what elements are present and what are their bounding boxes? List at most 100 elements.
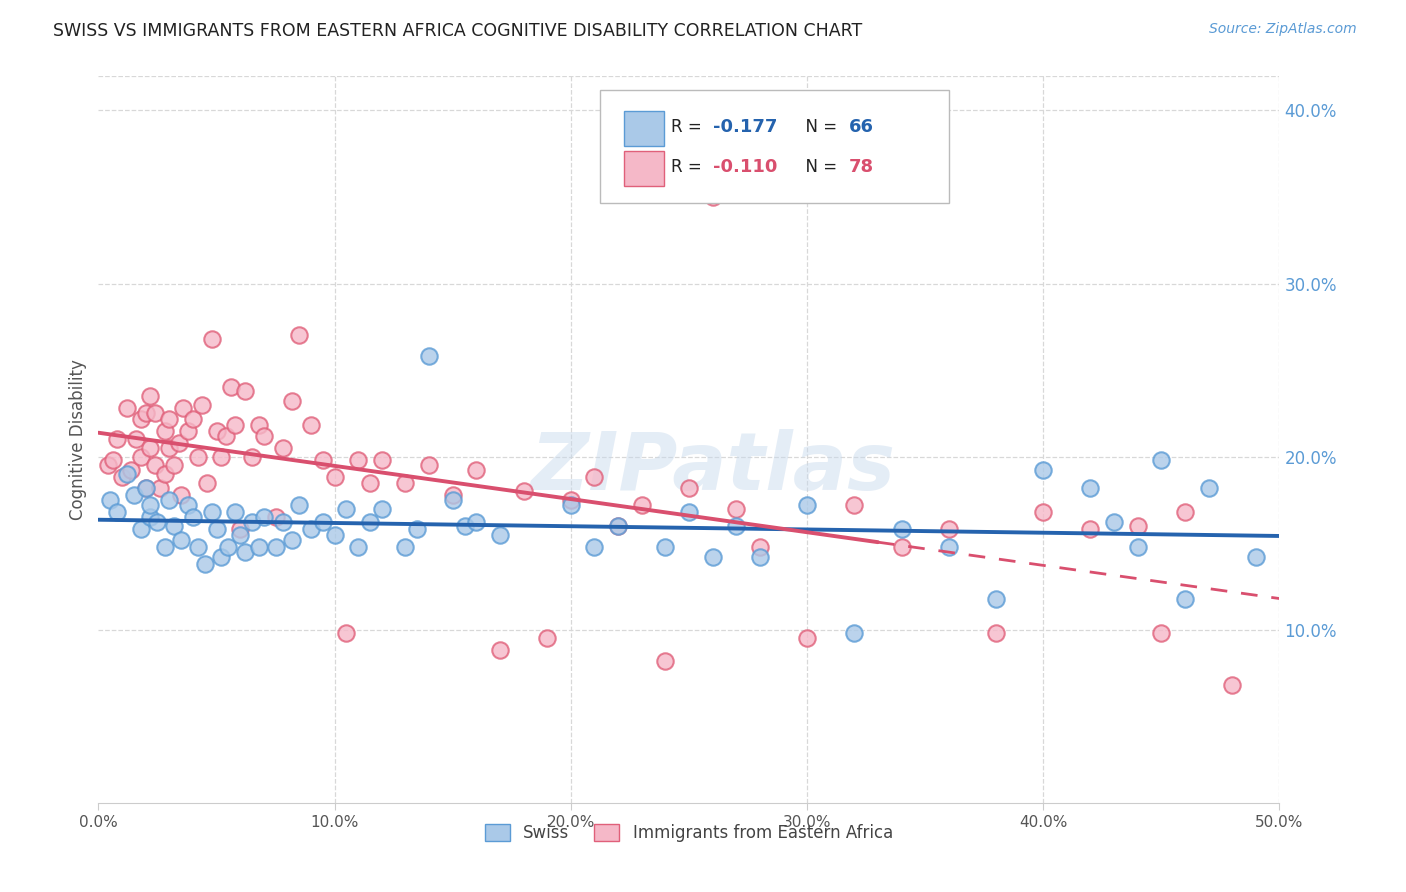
Point bbox=[371, 501, 394, 516]
Text: R =: R = bbox=[671, 118, 707, 136]
Point bbox=[157, 492, 180, 507]
Text: 78: 78 bbox=[848, 158, 873, 176]
Text: R =: R = bbox=[671, 158, 707, 176]
Point bbox=[418, 458, 440, 473]
Point bbox=[725, 519, 748, 533]
Point bbox=[219, 380, 242, 394]
Point bbox=[177, 498, 200, 512]
Point bbox=[122, 488, 145, 502]
Text: 66: 66 bbox=[848, 118, 873, 136]
Point bbox=[796, 632, 818, 646]
Point bbox=[323, 527, 346, 541]
Point bbox=[394, 540, 416, 554]
Point bbox=[170, 488, 193, 502]
Point bbox=[163, 458, 186, 473]
Point bbox=[201, 505, 224, 519]
Point bbox=[1244, 549, 1267, 564]
Point bbox=[890, 540, 912, 554]
Point bbox=[299, 418, 322, 433]
Point bbox=[111, 470, 134, 484]
Point bbox=[101, 453, 124, 467]
Point bbox=[984, 626, 1007, 640]
Point bbox=[247, 540, 270, 554]
Y-axis label: Cognitive Disability: Cognitive Disability bbox=[69, 359, 87, 520]
Point bbox=[194, 557, 217, 571]
Text: N =: N = bbox=[796, 158, 842, 176]
Point bbox=[583, 540, 606, 554]
FancyBboxPatch shape bbox=[624, 111, 664, 146]
Point bbox=[1198, 481, 1220, 495]
Point bbox=[115, 467, 138, 481]
Point bbox=[233, 545, 256, 559]
Point bbox=[1126, 540, 1149, 554]
Point bbox=[233, 384, 256, 398]
Text: SWISS VS IMMIGRANTS FROM EASTERN AFRICA COGNITIVE DISABILITY CORRELATION CHART: SWISS VS IMMIGRANTS FROM EASTERN AFRICA … bbox=[53, 22, 863, 40]
Legend: Swiss, Immigrants from Eastern Africa: Swiss, Immigrants from Eastern Africa bbox=[478, 817, 900, 849]
Point bbox=[359, 516, 381, 530]
Point bbox=[177, 424, 200, 438]
Point bbox=[157, 441, 180, 455]
Point bbox=[938, 540, 960, 554]
Point bbox=[129, 450, 152, 464]
Point bbox=[125, 432, 148, 446]
Point bbox=[536, 632, 558, 646]
Point bbox=[984, 591, 1007, 606]
Point bbox=[512, 484, 534, 499]
Point bbox=[205, 424, 228, 438]
Point bbox=[607, 519, 630, 533]
Point bbox=[453, 519, 475, 533]
Point bbox=[240, 450, 263, 464]
Point bbox=[702, 190, 724, 204]
Point bbox=[170, 533, 193, 547]
Point bbox=[347, 540, 370, 554]
Point bbox=[465, 516, 488, 530]
Point bbox=[702, 549, 724, 564]
Point bbox=[187, 540, 209, 554]
Point bbox=[264, 540, 287, 554]
Point bbox=[844, 498, 866, 512]
Point bbox=[97, 458, 120, 473]
Text: -0.177: -0.177 bbox=[713, 118, 778, 136]
Point bbox=[335, 626, 357, 640]
Point bbox=[1220, 678, 1243, 692]
Point bbox=[157, 411, 180, 425]
Point bbox=[240, 516, 263, 530]
Point bbox=[224, 505, 246, 519]
Point bbox=[205, 522, 228, 536]
Point bbox=[139, 389, 162, 403]
Point bbox=[121, 463, 143, 477]
Point bbox=[271, 441, 294, 455]
FancyBboxPatch shape bbox=[624, 151, 664, 186]
Point bbox=[149, 481, 172, 495]
Point bbox=[253, 510, 276, 524]
Point bbox=[748, 540, 770, 554]
Point bbox=[1174, 505, 1197, 519]
Point bbox=[115, 401, 138, 416]
Point bbox=[1080, 522, 1102, 536]
Point bbox=[560, 498, 582, 512]
Point bbox=[678, 505, 700, 519]
Point bbox=[1080, 481, 1102, 495]
Point bbox=[560, 492, 582, 507]
Point bbox=[105, 432, 128, 446]
Point bbox=[229, 527, 252, 541]
Text: ZIPatlas: ZIPatlas bbox=[530, 429, 896, 508]
Point bbox=[201, 332, 224, 346]
Point bbox=[135, 481, 157, 495]
Point bbox=[359, 475, 381, 490]
Point bbox=[288, 498, 311, 512]
Point bbox=[1032, 463, 1054, 477]
Text: N =: N = bbox=[796, 118, 842, 136]
Point bbox=[191, 398, 214, 412]
Point bbox=[1150, 453, 1173, 467]
Point bbox=[394, 475, 416, 490]
Point bbox=[312, 516, 335, 530]
Point bbox=[288, 328, 311, 343]
Point bbox=[135, 406, 157, 420]
Point bbox=[583, 470, 606, 484]
Point bbox=[253, 429, 276, 443]
Point bbox=[209, 450, 232, 464]
Point bbox=[153, 424, 176, 438]
Point bbox=[217, 540, 239, 554]
Point bbox=[139, 498, 162, 512]
